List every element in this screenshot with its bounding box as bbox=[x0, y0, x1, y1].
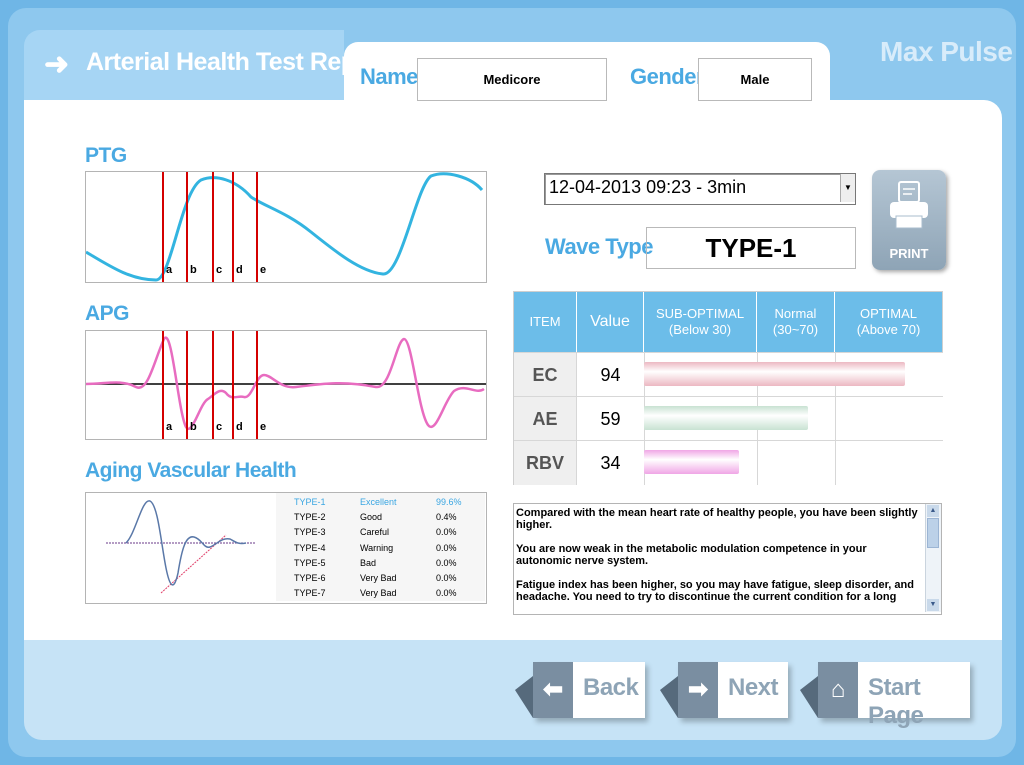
description-scrollbar[interactable]: ▲ ▼ bbox=[925, 504, 941, 612]
ptg-marker-b bbox=[186, 172, 188, 282]
ptg-marker-e bbox=[256, 172, 258, 282]
result-value: 94 bbox=[576, 352, 644, 397]
back-button[interactable]: ⬅ Back bbox=[515, 662, 645, 718]
print-label: PRINT bbox=[889, 246, 929, 261]
start-page-button[interactable]: ⌂ Start Page bbox=[800, 662, 970, 729]
ptg-label-c: c bbox=[216, 264, 223, 276]
next-label: Next bbox=[728, 674, 779, 701]
arrow-left-icon: ⬅ bbox=[533, 662, 573, 718]
aging-panel: TYPE-1 Excellent 99.6% TYPE-2 Good 0.4% TYPE-3… bbox=[85, 492, 487, 604]
result-item: RBV bbox=[514, 440, 576, 485]
apg-title: APG bbox=[85, 302, 130, 325]
apg-wave bbox=[86, 336, 486, 431]
aging-status: Warning bbox=[360, 542, 394, 553]
aging-pct: 0.0% bbox=[436, 542, 457, 553]
ptg-marker-d bbox=[232, 172, 234, 282]
apg-marker-d bbox=[232, 331, 234, 439]
aging-pct: 0.0% bbox=[436, 573, 457, 583]
aging-status: Very Bad bbox=[360, 588, 397, 599]
aging-pct: 0.0% bbox=[436, 527, 457, 538]
wave-type-value: TYPE-1 bbox=[646, 227, 856, 269]
gender-field: Male bbox=[698, 58, 812, 101]
aging-pct: 0.0% bbox=[436, 588, 457, 599]
ptg-label-d: d bbox=[236, 264, 243, 276]
header-sub-optimal: SUB-OPTIMAL (Below 30) bbox=[644, 292, 756, 352]
ptg-label-e: e bbox=[260, 264, 267, 276]
session-select-value: 12-04-2013 09:23 - 3min bbox=[549, 177, 747, 197]
aging-status: Very Bad bbox=[360, 573, 397, 583]
ptg-graph: a b c d e bbox=[85, 171, 487, 283]
aging-pct: 0.0% bbox=[436, 557, 457, 568]
apg-label-c: c bbox=[216, 421, 223, 433]
header-optimal: OPTIMAL (Above 70) bbox=[835, 292, 942, 352]
next-button[interactable]: ➡ Next bbox=[660, 662, 788, 718]
print-button[interactable]: PRINT bbox=[872, 170, 946, 270]
apg-label-b: b bbox=[190, 421, 197, 433]
start-page-label: Start Page bbox=[868, 674, 924, 729]
aging-wave bbox=[106, 500, 256, 594]
ptg-wave bbox=[86, 172, 484, 282]
apg-label-a: a bbox=[166, 421, 173, 433]
ptg-marker-a bbox=[162, 172, 164, 282]
aging-status: Good bbox=[360, 512, 383, 523]
app-title: Arterial Health Test Report bbox=[86, 48, 388, 76]
printer-icon bbox=[890, 181, 928, 229]
arrow-right-icon: ➡ bbox=[678, 662, 718, 718]
aging-status: Careful bbox=[360, 527, 390, 538]
apg-graph: a b c d e bbox=[85, 330, 487, 440]
aging-pct: 0.4% bbox=[436, 512, 457, 523]
apg-marker-a bbox=[162, 331, 164, 439]
aging-type: TYPE-5 bbox=[294, 557, 326, 568]
ptg-label-a: a bbox=[166, 264, 173, 276]
result-bar bbox=[644, 362, 906, 386]
result-item: AE bbox=[514, 396, 576, 441]
scroll-down-icon[interactable]: ▼ bbox=[927, 599, 939, 611]
results-table: ITEM Value SUB-OPTIMAL (Below 30) Normal… bbox=[513, 291, 943, 485]
brand-logo: Max Pulse bbox=[880, 36, 1013, 67]
apg-label-e: e bbox=[260, 421, 267, 433]
aging-type: TYPE-4 bbox=[294, 542, 326, 553]
arrow-right-icon: ➜ bbox=[44, 48, 70, 81]
description-box[interactable]: Compared with the mean heart rate of hea… bbox=[513, 503, 942, 615]
result-bar bbox=[644, 450, 739, 474]
back-label: Back bbox=[583, 674, 639, 701]
home-icon: ⌂ bbox=[818, 662, 858, 718]
aging-type: TYPE-2 bbox=[294, 512, 326, 523]
description-text: Compared with the mean heart rate of hea… bbox=[516, 507, 918, 603]
result-value: 34 bbox=[576, 440, 644, 485]
title-bar bbox=[24, 30, 344, 102]
aging-type: TYPE-3 bbox=[294, 527, 326, 538]
scroll-up-icon[interactable]: ▲ bbox=[927, 505, 939, 517]
dropdown-arrow-icon[interactable]: ▼ bbox=[840, 174, 855, 202]
result-bar bbox=[644, 406, 809, 430]
name-label: Name bbox=[360, 64, 418, 89]
apg-marker-c bbox=[212, 331, 214, 439]
aging-title: Aging Vascular Health bbox=[85, 459, 297, 482]
header-normal: Normal (30~70) bbox=[757, 292, 834, 352]
scroll-thumb[interactable] bbox=[927, 518, 939, 548]
aging-status: Bad bbox=[360, 557, 377, 568]
header-value: Value bbox=[577, 292, 643, 352]
ptg-label-b: b bbox=[190, 264, 197, 276]
apg-marker-b bbox=[186, 331, 188, 439]
ptg-marker-c bbox=[212, 172, 214, 282]
aging-status: Excellent bbox=[360, 497, 397, 507]
aging-pct: 99.6% bbox=[436, 497, 462, 507]
header-item: ITEM bbox=[514, 292, 576, 352]
aging-type: TYPE-1 bbox=[294, 497, 326, 507]
gender-label: Gender bbox=[630, 64, 705, 89]
aging-type: TYPE-7 bbox=[294, 588, 326, 599]
session-select[interactable]: 12-04-2013 09:23 - 3min ▼ bbox=[544, 173, 856, 205]
wave-type-label: Wave Type bbox=[545, 234, 653, 259]
aging-type: TYPE-6 bbox=[294, 573, 326, 583]
apg-marker-e bbox=[256, 331, 258, 439]
result-item: EC bbox=[514, 352, 576, 397]
ptg-title: PTG bbox=[85, 144, 127, 167]
result-value: 59 bbox=[576, 396, 644, 441]
apg-label-d: d bbox=[236, 421, 243, 433]
name-field: Medicore bbox=[417, 58, 607, 101]
